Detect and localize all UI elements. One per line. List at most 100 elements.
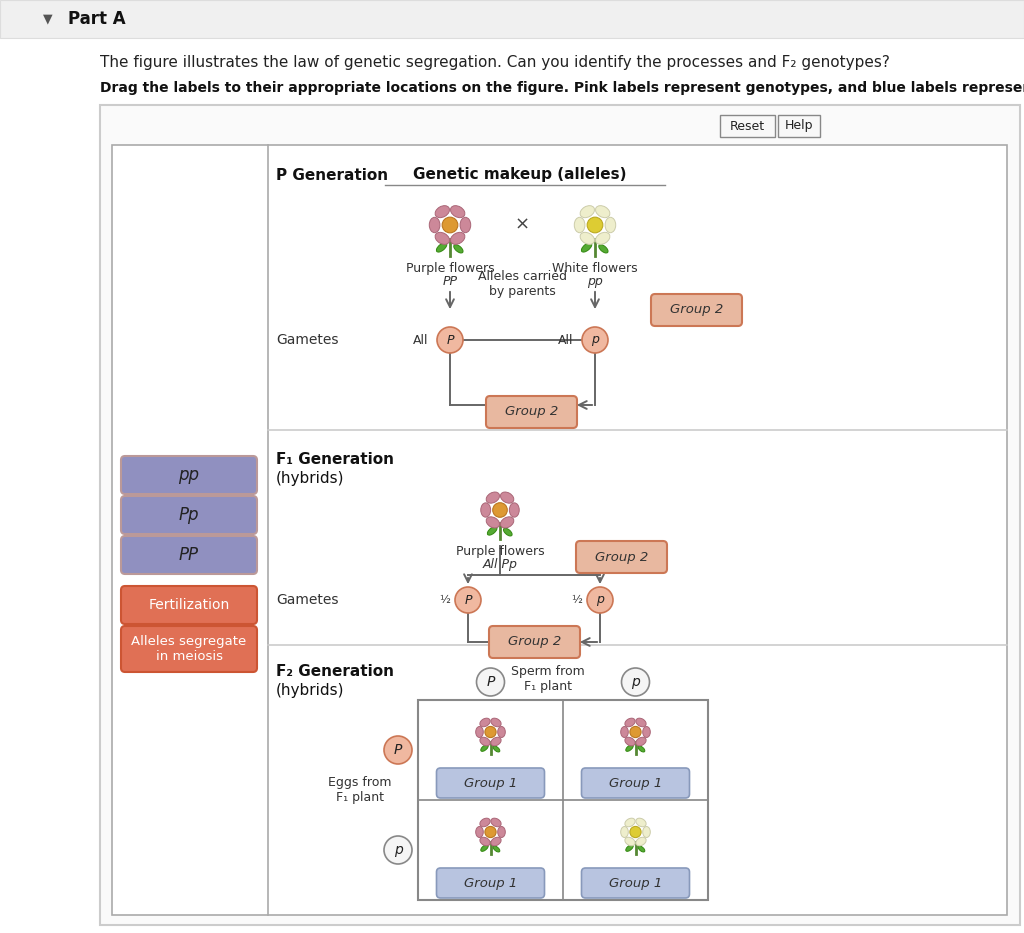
Bar: [418, 700, 708, 900]
Text: Reset: Reset: [729, 119, 765, 132]
Text: Eggs from
F₁ plant: Eggs from F₁ plant: [329, 776, 392, 804]
Ellipse shape: [625, 718, 635, 727]
Text: pp: pp: [178, 466, 200, 484]
FancyBboxPatch shape: [121, 626, 257, 672]
Ellipse shape: [596, 232, 610, 244]
FancyBboxPatch shape: [436, 768, 545, 798]
Text: p: p: [393, 843, 402, 857]
Text: P: P: [446, 333, 454, 346]
Text: White flowers: White flowers: [552, 262, 638, 275]
Ellipse shape: [504, 528, 512, 536]
FancyBboxPatch shape: [121, 536, 257, 574]
Ellipse shape: [621, 727, 629, 737]
Ellipse shape: [596, 205, 610, 217]
Text: Alleles segregate
in meiosis: Alleles segregate in meiosis: [131, 635, 247, 663]
Ellipse shape: [480, 837, 490, 846]
Text: Gametes: Gametes: [276, 333, 339, 347]
Text: Group 1: Group 1: [609, 876, 663, 889]
Text: P Generation: P Generation: [276, 168, 388, 183]
Ellipse shape: [451, 205, 465, 217]
Ellipse shape: [626, 745, 633, 751]
Bar: [720, 115, 775, 137]
Ellipse shape: [636, 737, 646, 745]
Text: pp: pp: [587, 275, 603, 288]
Text: (hybrids): (hybrids): [276, 470, 344, 485]
Ellipse shape: [643, 727, 650, 737]
Text: Drag the labels to their appropriate locations on the figure. Pink labels repres: Drag the labels to their appropriate loc…: [100, 81, 1024, 95]
Text: Group 1: Group 1: [464, 776, 517, 789]
Ellipse shape: [509, 503, 519, 517]
Circle shape: [485, 727, 496, 738]
Ellipse shape: [490, 818, 501, 827]
Circle shape: [437, 327, 463, 353]
Ellipse shape: [481, 844, 488, 851]
Ellipse shape: [574, 217, 585, 232]
Text: p: p: [596, 593, 604, 606]
Ellipse shape: [636, 818, 646, 827]
Text: P: P: [464, 593, 472, 606]
Circle shape: [384, 736, 412, 764]
Text: Pp: Pp: [179, 506, 200, 524]
Ellipse shape: [582, 243, 592, 252]
Ellipse shape: [605, 217, 615, 232]
Ellipse shape: [480, 503, 490, 517]
Text: ½: ½: [571, 595, 582, 605]
Ellipse shape: [625, 737, 635, 745]
Ellipse shape: [460, 217, 471, 232]
Ellipse shape: [480, 718, 490, 727]
Text: p: p: [631, 675, 640, 689]
Ellipse shape: [501, 492, 514, 503]
Ellipse shape: [436, 243, 446, 252]
Ellipse shape: [636, 837, 646, 846]
Circle shape: [493, 503, 507, 517]
Text: Group 2: Group 2: [508, 635, 561, 648]
Ellipse shape: [638, 746, 645, 752]
Circle shape: [442, 217, 458, 233]
Ellipse shape: [454, 244, 463, 253]
FancyBboxPatch shape: [489, 626, 580, 658]
Text: Purple flowers: Purple flowers: [456, 545, 545, 558]
Bar: [100, 105, 1020, 925]
Text: Gametes: Gametes: [276, 593, 339, 607]
Ellipse shape: [486, 492, 500, 503]
Text: All: All: [557, 333, 573, 346]
Circle shape: [587, 587, 613, 613]
Text: Alleles carried
by parents: Alleles carried by parents: [477, 270, 566, 298]
Ellipse shape: [636, 718, 646, 727]
Ellipse shape: [621, 827, 629, 838]
Text: F₁ Generation: F₁ Generation: [276, 453, 394, 467]
Ellipse shape: [599, 244, 608, 253]
Ellipse shape: [494, 846, 500, 852]
Ellipse shape: [494, 746, 500, 752]
Ellipse shape: [498, 827, 505, 838]
Text: Group 2: Group 2: [595, 550, 648, 564]
Text: The figure illustrates the law of genetic segregation. Can you identify the proc: The figure illustrates the law of geneti…: [100, 54, 890, 69]
Text: ▼: ▼: [43, 12, 53, 25]
Ellipse shape: [626, 844, 633, 851]
Ellipse shape: [486, 517, 500, 528]
Ellipse shape: [481, 745, 488, 751]
FancyBboxPatch shape: [121, 456, 257, 494]
FancyBboxPatch shape: [582, 768, 689, 798]
Ellipse shape: [435, 232, 450, 244]
Text: p: p: [591, 333, 599, 346]
Circle shape: [485, 827, 496, 838]
Circle shape: [476, 668, 505, 696]
Circle shape: [630, 827, 641, 838]
Ellipse shape: [625, 818, 635, 827]
Ellipse shape: [487, 526, 497, 536]
Text: All Pp: All Pp: [482, 558, 517, 571]
Circle shape: [582, 327, 608, 353]
Text: Genetic makeup (alleles): Genetic makeup (alleles): [414, 168, 627, 183]
Ellipse shape: [480, 818, 490, 827]
Bar: [778, 115, 820, 137]
Circle shape: [630, 727, 641, 738]
Text: Group 2: Group 2: [505, 406, 558, 419]
Text: Group 1: Group 1: [609, 776, 663, 789]
Ellipse shape: [581, 232, 595, 244]
Text: Group 2: Group 2: [670, 303, 723, 316]
Circle shape: [384, 836, 412, 864]
Ellipse shape: [451, 232, 465, 244]
Text: Sperm from
F₁ plant: Sperm from F₁ plant: [511, 665, 585, 693]
Circle shape: [587, 217, 603, 233]
